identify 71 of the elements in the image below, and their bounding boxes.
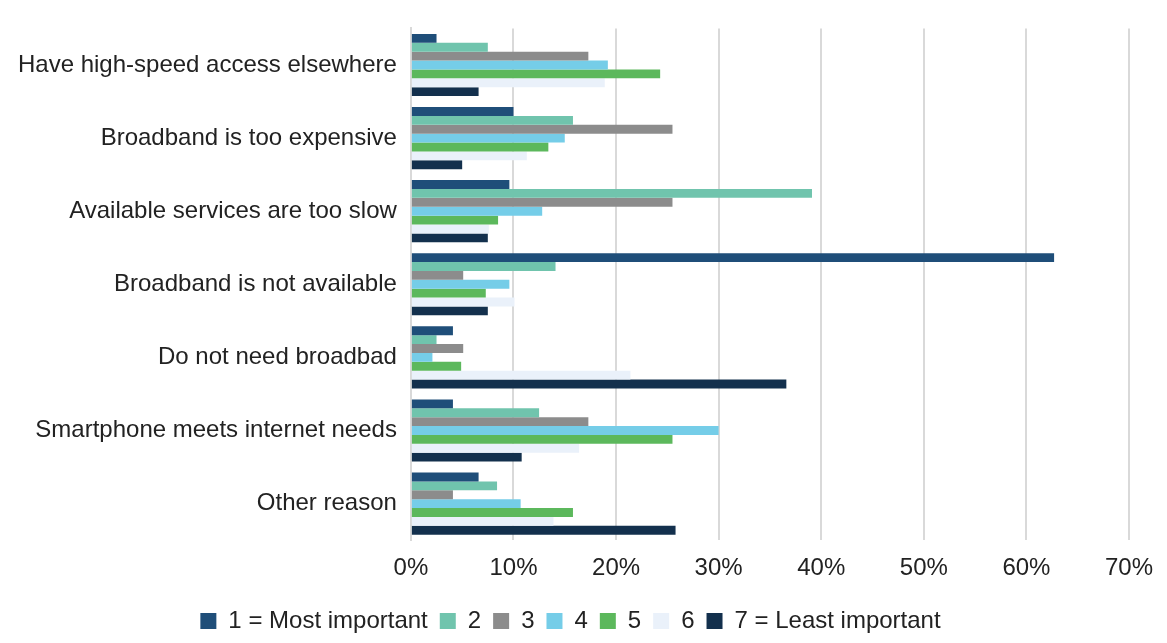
bar [411,87,479,97]
legend-label: 6 [681,605,695,633]
bar [411,42,488,52]
bar [411,379,787,389]
x-tick-label: 10% [489,553,538,581]
x-tick-label: 60% [1002,553,1051,581]
y-tick-label: Other reason [256,488,397,516]
bar [411,352,433,362]
bar [411,107,514,116]
y-tick-label: Have high-speed access elsewhere [17,49,397,77]
bar [411,434,673,444]
bar [411,180,510,189]
bar [411,188,812,198]
bar [411,151,527,161]
x-tick-label: 70% [1104,553,1154,581]
bar [411,51,589,61]
bar [411,270,464,280]
bar [411,142,549,152]
y-tick-label: Available services are too slow [69,195,398,223]
legend-label: 1 = Most important [228,605,429,633]
bar [411,253,1055,263]
bar [411,335,437,345]
bar [411,306,488,316]
y-tick-label: Broadband is too expensive [100,122,397,150]
bar [411,525,676,535]
bar [411,472,479,482]
legend-label: 5 [627,605,642,633]
bar [411,426,719,435]
bar [411,33,437,43]
legend-label: 4 [574,605,588,633]
legend-label: 2 [467,605,482,633]
bar [411,452,522,462]
x-tick-label: 50% [899,553,948,581]
bar [411,370,631,380]
x-tick-label: 0% [393,553,429,581]
bar [411,508,573,517]
bar [411,288,486,298]
bar [411,124,673,134]
bar [411,297,515,307]
bar [411,60,608,70]
bar [411,262,556,271]
bar [411,326,453,336]
bar [411,78,605,88]
bar [411,206,543,216]
bar [411,279,510,289]
bar [411,224,489,234]
bar [411,481,498,491]
bar [411,197,673,207]
bar [411,499,521,509]
x-tick-label: 30% [694,553,743,581]
bar [411,160,463,170]
legend-label: 3 [521,605,535,633]
bar [411,133,565,143]
bar [411,417,589,427]
y-tick-label: Do not need broadbad [158,342,397,370]
bar [411,115,573,125]
bar [411,215,499,225]
y-tick-label: Broadband is not available [114,268,397,296]
bar [411,344,464,353]
bar [411,233,488,243]
y-tick-label: Smartphone meets internet needs [35,415,397,443]
bar [411,399,453,409]
x-tick-label: 20% [592,553,641,581]
bar [411,443,580,453]
bar [411,408,540,418]
bar [411,69,661,79]
legend-label: 7 = Least important [734,605,941,633]
x-tick-label: 40% [797,553,846,581]
bar [411,516,554,526]
bar [411,490,453,500]
bar [411,361,462,371]
